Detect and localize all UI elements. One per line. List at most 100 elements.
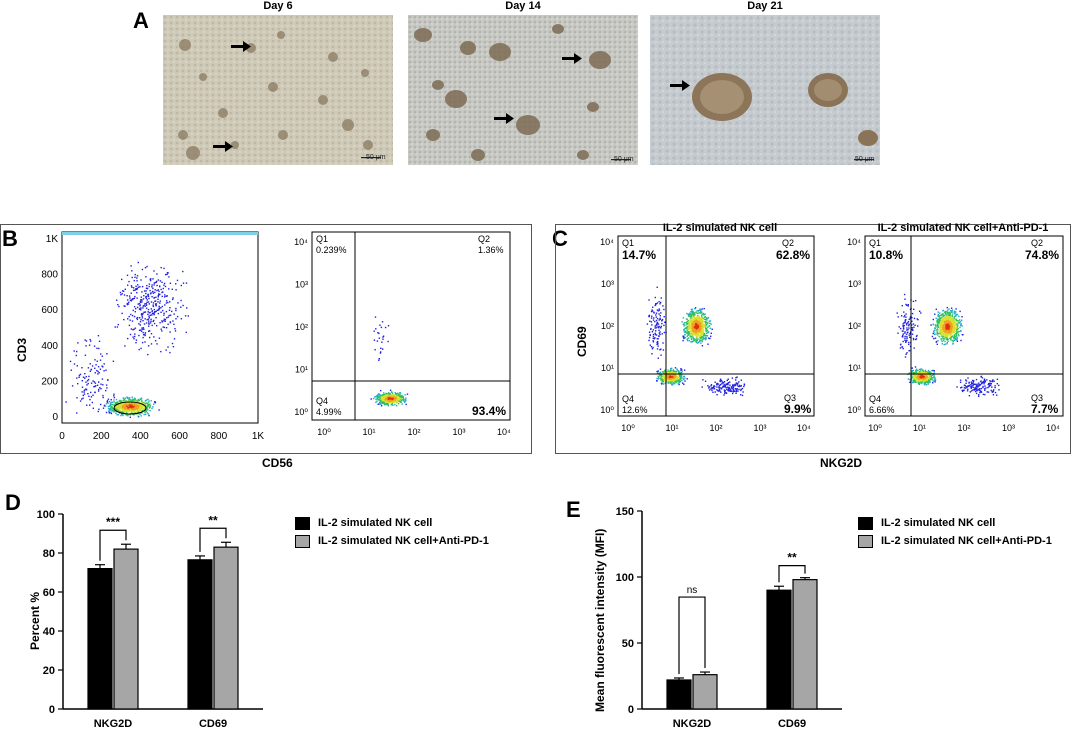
x-tick-label: 10³ bbox=[753, 423, 766, 433]
x-tick-label: 800 bbox=[210, 431, 227, 442]
q1-label: Q1 bbox=[622, 238, 634, 248]
panel-b-frame bbox=[0, 224, 532, 454]
nkg2d-cd69-plot-control: Q1 14.7% Q2 62.8% Q3 9.9% Q4 12.6% 10⁰ 10… bbox=[600, 235, 815, 433]
quadrant-q1-label: Q1 bbox=[316, 234, 328, 244]
y-tick-label: 60 bbox=[43, 587, 55, 599]
x-tick-label: 10⁰ bbox=[868, 423, 882, 433]
x-category-label: CD69 bbox=[778, 718, 806, 730]
panel-c-plot1-title: IL-2 simulated NK cell bbox=[662, 222, 778, 234]
q1-value: 10.8% bbox=[869, 248, 903, 262]
q2-value: 74.8% bbox=[1025, 248, 1059, 262]
significance-bracket bbox=[99, 529, 127, 561]
x-tick-label: 600 bbox=[171, 431, 188, 442]
y-tick-label: 10⁰ bbox=[600, 405, 614, 415]
y-tick-label: 10² bbox=[848, 321, 861, 331]
panel-letter-b: B bbox=[2, 226, 18, 251]
significance-label: ** bbox=[787, 551, 797, 565]
y-tick-label: 40 bbox=[43, 626, 55, 638]
scale-bar-label: 50 μm bbox=[366, 154, 386, 161]
q1-value: 14.7% bbox=[622, 248, 656, 262]
nkg2d-cd69-plot-antipd1: Q1 10.8% Q2 74.8% Q3 7.7% Q4 6.66% 10⁰ 10… bbox=[847, 235, 1064, 433]
bar bbox=[213, 546, 239, 710]
micrograph-day6 bbox=[163, 15, 393, 165]
significance-bracket bbox=[199, 527, 227, 552]
panel-c-plot2-title: IL-2 simulated NK cell+Anti-PD-1 bbox=[877, 222, 1049, 234]
y-tick-label: 10⁰ bbox=[294, 407, 308, 417]
x-tick-label: 10³ bbox=[1002, 423, 1015, 433]
quadrant-q4-value: 4.99% bbox=[316, 407, 342, 417]
q4-value: 12.6% bbox=[622, 405, 648, 415]
y-tick-label: 0 bbox=[628, 704, 634, 716]
quadrant-q1-value: 0.239% bbox=[316, 245, 347, 255]
x-tick-label: 10⁴ bbox=[1046, 423, 1060, 433]
arrow-icon bbox=[213, 41, 251, 152]
scale-bar-label: 50 μm bbox=[855, 156, 875, 163]
legend-swatch-gray bbox=[858, 534, 873, 548]
q1-label: Q1 bbox=[869, 238, 881, 248]
y-tick-label: 1K bbox=[46, 234, 59, 245]
x-tick-label: 10¹ bbox=[665, 423, 678, 433]
y-tick-label: 10¹ bbox=[295, 365, 308, 375]
legend-swatch-black bbox=[295, 516, 310, 530]
scale-bar-label: 50 μm bbox=[614, 156, 634, 163]
x-category-label: NKG2D bbox=[94, 718, 133, 730]
x-category-label: CD69 bbox=[199, 718, 227, 730]
panel-c-frame bbox=[555, 224, 1071, 454]
y-tick-label: 10³ bbox=[601, 279, 614, 289]
q4-label: Q4 bbox=[869, 394, 881, 404]
panel-b-xlabel: CD56 bbox=[262, 456, 293, 470]
q4-label: Q4 bbox=[622, 394, 634, 404]
quadrant-q3-value: 93.4% bbox=[472, 404, 506, 418]
y-tick-label: 400 bbox=[41, 341, 58, 352]
micrograph-title-day14: Day 14 bbox=[505, 0, 541, 12]
arrow-icon bbox=[670, 80, 690, 91]
panel-letter-a: A bbox=[133, 8, 149, 33]
y-tick-label: 100 bbox=[616, 572, 634, 584]
legend-label: IL-2 simulated NK cell+Anti-PD-1 bbox=[318, 535, 489, 547]
y-tick-label: 100 bbox=[37, 509, 55, 521]
y-tick-label: 0 bbox=[49, 704, 55, 716]
legend-label: IL-2 simulated NK cell bbox=[881, 517, 996, 529]
y-tick-label: 10⁴ bbox=[294, 237, 308, 247]
significance-label: ** bbox=[208, 513, 218, 527]
x-tick-label: 10³ bbox=[452, 427, 465, 437]
x-tick-label: 200 bbox=[93, 431, 110, 442]
micrograph-day14 bbox=[408, 15, 638, 165]
panel-c-xlabel: NKG2D bbox=[820, 456, 863, 470]
x-tick-label: 10⁰ bbox=[317, 427, 331, 437]
x-tick-label: 10⁰ bbox=[621, 423, 635, 433]
bar bbox=[792, 579, 818, 710]
y-tick-label: 0 bbox=[52, 412, 58, 423]
y-tick-label: 200 bbox=[41, 376, 58, 387]
cd56-cd3-density-plot: 0 200 400 600 800 1K 0 200 400 600 800 1K bbox=[41, 231, 264, 442]
y-tick-label: 150 bbox=[616, 506, 634, 518]
y-tick-label: 10⁴ bbox=[600, 237, 614, 247]
x-tick-label: 0 bbox=[59, 431, 65, 442]
y-tick-label: 10⁴ bbox=[847, 237, 861, 247]
micrograph-day21 bbox=[650, 15, 880, 165]
x-tick-label: 10¹ bbox=[362, 427, 375, 437]
q4-value: 6.66% bbox=[869, 405, 895, 415]
y-tick-label: 10¹ bbox=[848, 363, 861, 373]
x-tick-label: 10⁴ bbox=[797, 423, 811, 433]
y-tick-label: 10³ bbox=[848, 279, 861, 289]
x-tick-label: 10² bbox=[709, 423, 722, 433]
quadrant-q4-label: Q4 bbox=[316, 396, 328, 406]
legend-swatch-black bbox=[858, 516, 873, 530]
y-tick-label: 80 bbox=[43, 548, 55, 560]
x-tick-label: 10² bbox=[407, 427, 420, 437]
mfi-bar-chart: 0 50 100 150 ns NKG2D ** CD69 bbox=[616, 506, 842, 730]
cd56-cd3-quadrant-plot: Q1 0.239% Q2 1.36% Q4 4.99% 93.4% 10⁰ 10¹… bbox=[294, 231, 511, 437]
significance-label: ns bbox=[687, 585, 698, 596]
legend-label: IL-2 simulated NK cell bbox=[318, 517, 433, 529]
panel-b-ylabel: CD3 bbox=[15, 337, 29, 362]
q3-value: 9.9% bbox=[784, 402, 812, 416]
quadrant-q2-label: Q2 bbox=[478, 234, 490, 244]
bar bbox=[692, 674, 718, 710]
quadrant-q2-value: 1.36% bbox=[478, 245, 504, 255]
q2-label: Q2 bbox=[782, 238, 794, 248]
y-tick-label: 10³ bbox=[295, 280, 308, 290]
q2-value: 62.8% bbox=[776, 248, 810, 262]
y-tick-label: 800 bbox=[41, 270, 58, 281]
bar bbox=[766, 589, 792, 710]
